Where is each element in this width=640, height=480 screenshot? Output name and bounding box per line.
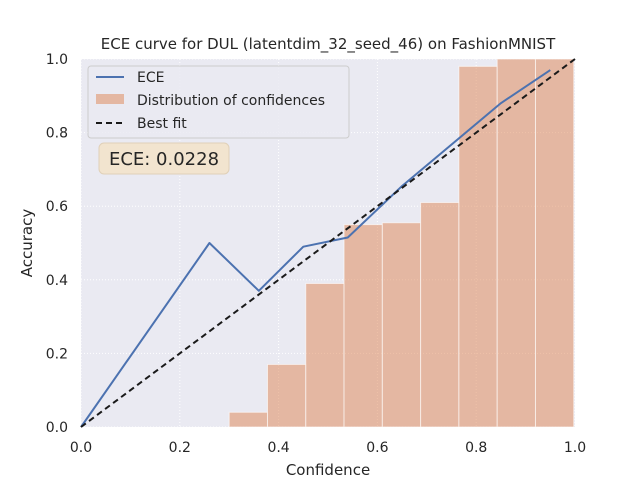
x-tick-label: 0.6 [366,440,388,456]
x-tick-label: 0.4 [267,440,289,456]
x-tick-label: 0.8 [465,440,487,456]
confidence-bar [496,58,536,428]
legend: ECE Distribution of confidences Best fit [87,65,350,139]
legend-bars-label: Distribution of confidences [137,93,325,109]
confidence-bar [343,224,383,428]
ece-line [80,69,551,428]
x-axis-label: Confidence [286,461,370,479]
legend-ece-label: ECE [137,70,164,86]
confidence-bar [420,202,460,428]
line-series [80,58,576,428]
legend-bars-swatch [96,94,124,104]
x-tick-label: 0.0 [70,440,92,456]
ece-annotation: ECE: 0.0228 [98,142,230,175]
x-axis-ticks: 0.0 0.2 0.4 0.6 0.8 1.0 [70,440,586,456]
y-tick-label: 0.8 [46,126,68,142]
chart-title: ECE curve for DUL (latentdim_32_seed_46)… [101,35,556,54]
ece-annotation-box [98,142,230,175]
y-tick-label: 1.0 [46,52,68,68]
confidence-bar [266,363,307,428]
confidence-bar [458,65,498,428]
confidence-bars [228,58,575,428]
y-tick-label: 0.4 [46,273,68,289]
y-tick-label: 0.2 [46,346,68,362]
legend-best-fit-label: Best fit [137,116,187,132]
y-tick-label: 0.0 [46,420,68,436]
confidence-bar [534,58,575,428]
ece-annotation-text: ECE: 0.0228 [109,149,219,170]
y-tick-label: 0.6 [46,199,68,215]
confidence-bar [305,282,345,428]
confidence-bar [381,222,422,428]
best-fit-line [80,58,576,428]
confidence-bar [228,411,268,428]
legend-box [87,65,350,139]
x-tick-label: 1.0 [564,440,586,456]
y-axis-ticks: 0.0 0.2 0.4 0.6 0.8 1.0 [46,52,68,436]
y-axis-label: Accuracy [18,209,36,278]
x-tick-label: 0.2 [169,440,191,456]
